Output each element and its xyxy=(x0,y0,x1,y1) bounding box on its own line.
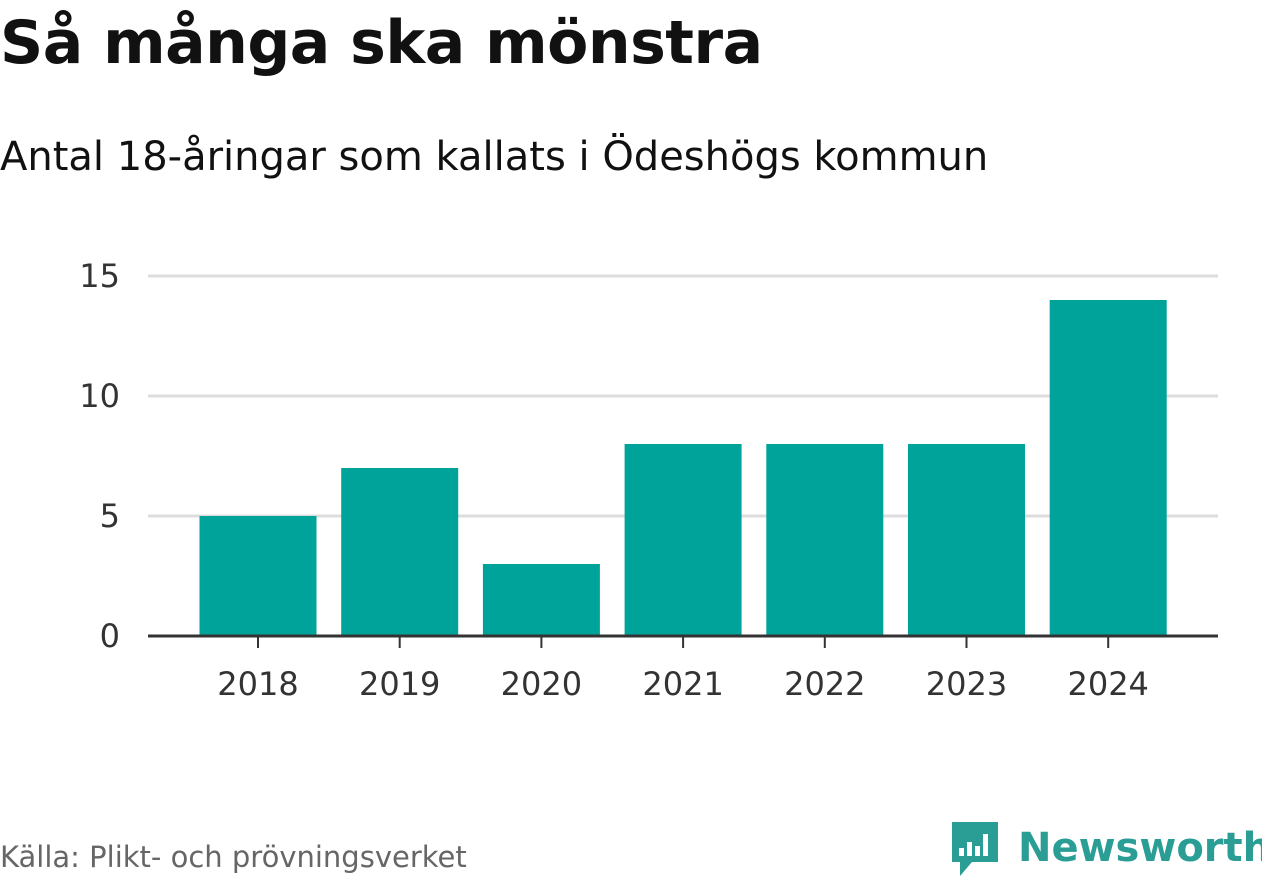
x-tick-label-2019: 2019 xyxy=(359,665,440,703)
x-axis-labels: 2018 2019 2020 2021 2022 2023 2024 xyxy=(217,665,1149,703)
y-tick-label: 5 xyxy=(100,497,120,535)
chart-title: Så många ska mönstra xyxy=(0,8,763,78)
x-tick-label-2021: 2021 xyxy=(642,665,723,703)
x-tick-label-2024: 2024 xyxy=(1067,665,1148,703)
newsworthy-logo-icon xyxy=(952,822,998,876)
x-tick-label-2018: 2018 xyxy=(217,665,298,703)
y-tick-label: 15 xyxy=(79,257,120,295)
source-note: Källa: Plikt- och prövningsverket xyxy=(0,840,467,874)
bar-2018 xyxy=(199,516,317,636)
x-tick-label-2023: 2023 xyxy=(926,665,1007,703)
bar-2021 xyxy=(624,444,742,636)
bar-2023 xyxy=(908,444,1025,636)
brand-name: Newsworthy xyxy=(1018,825,1262,871)
y-axis-labels: 0 5 10 15 xyxy=(79,257,120,655)
chart-subtitle: Antal 18-åringar som kallats i Ödeshögs … xyxy=(0,134,989,180)
x-tick-label-2022: 2022 xyxy=(784,665,865,703)
axes xyxy=(148,634,1218,648)
bars xyxy=(199,300,1167,636)
y-tick-label: 0 xyxy=(100,617,120,655)
bar-2020 xyxy=(482,564,600,636)
x-tick-label-2020: 2020 xyxy=(501,665,582,703)
brand: Newsworthy xyxy=(950,818,1262,878)
bar-2024 xyxy=(1049,300,1167,636)
y-tick-label: 10 xyxy=(79,377,120,415)
bar-2022 xyxy=(766,444,884,636)
bar-2019 xyxy=(341,468,459,636)
